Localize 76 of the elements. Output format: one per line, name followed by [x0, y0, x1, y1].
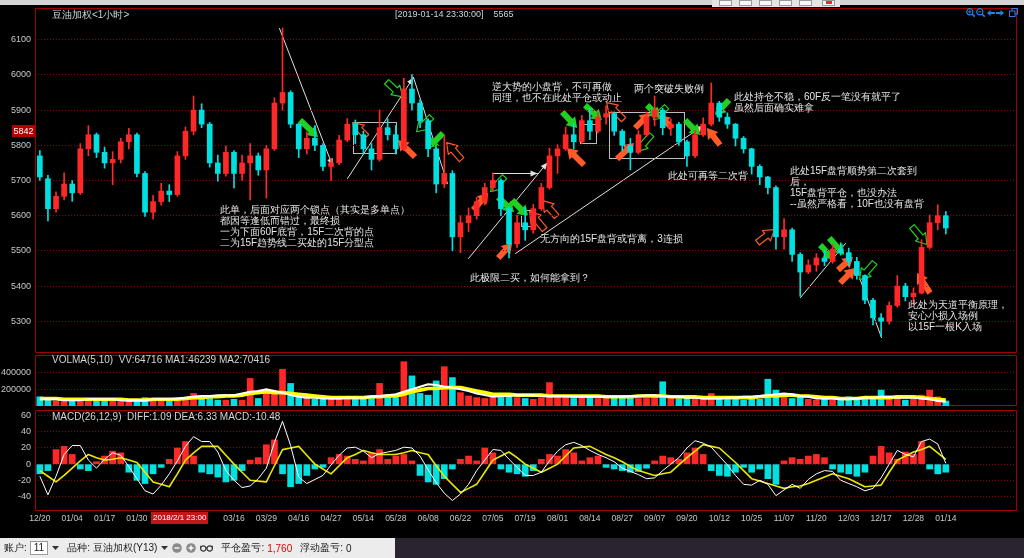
- y-tick-label: 5600: [10, 210, 31, 221]
- x-tick-label: 01/04: [61, 513, 84, 524]
- x-tick-label: 07/05: [482, 513, 504, 524]
- x-tick-label: 12/20: [29, 513, 51, 524]
- chart-title: MACD(26,12,9) DIFF:1.09 DEA:6.33 MACD:-10.48: [52, 410, 281, 422]
- annotation: 逆大势的小盘背，不可再做: [492, 81, 612, 92]
- x-tick-label: 12/17: [870, 513, 893, 524]
- text: 11: [29, 541, 49, 555]
- annotation: 此处15F盘背顺势第二次套到后，: [790, 165, 919, 187]
- text: 豆油加权(Y13): [92, 541, 158, 555]
- text: 平仓盈亏:: [221, 541, 265, 555]
- annotation: 都因等逢低而错过，最终损: [220, 215, 340, 226]
- x-tick-label: 06/22: [449, 513, 472, 524]
- annotation: 无方向的15F盘背或背离，3连损: [540, 233, 683, 244]
- y-tick-label: 5800: [10, 139, 31, 150]
- text: 0: [346, 542, 352, 554]
- annotation: 安心小损入场例: [908, 310, 978, 321]
- text: 1,760: [267, 542, 293, 554]
- annotation: 虽然后面确实难拿: [734, 102, 814, 113]
- x-tick-label: 05/14: [352, 513, 375, 524]
- annotation: 此单，后面对应两个锁点（其实是多单点）: [220, 204, 410, 215]
- x-tick-label: 01/17: [93, 513, 116, 524]
- y-tick-label: 6100: [10, 34, 31, 45]
- x-tick-label: 12/03: [838, 513, 860, 524]
- y-tick-label: 5900: [10, 104, 31, 115]
- text: 品种:: [67, 541, 90, 555]
- annotation: 二为15F趋势线二买处的15F分型点: [220, 237, 375, 248]
- annotation: 15F盘背平仓，也没办法: [790, 187, 898, 198]
- x-tick-label: 10/12: [708, 513, 731, 524]
- annotation: 此极限二买，如何能拿到？: [470, 272, 590, 283]
- x-tick-label: 10/25: [741, 513, 763, 524]
- x-tick-label: 04/27: [320, 513, 342, 524]
- annotation: 5842: [12, 124, 35, 137]
- chart-title: VOLMA(5,10) VV:64716 MA1:46239 MA2:70416: [52, 353, 271, 365]
- annotation: 以15F一根K入场: [908, 321, 982, 332]
- y-tick-label: 5500: [10, 245, 31, 256]
- y-tick-label: -20: [17, 474, 31, 485]
- y-tick-label: 0: [25, 458, 31, 469]
- x-tick-label: 03/29: [255, 513, 278, 524]
- y-tick-label: 5700: [10, 174, 31, 185]
- annotation: 此处持仓不稳，60F反一笔没有就平了: [734, 91, 902, 102]
- chart-subtitle: [2019-01-14 23:30:00] 5565: [395, 9, 514, 20]
- text: 账户:: [4, 541, 27, 555]
- annotation: --虽然严格看，10F也没有盘背: [790, 198, 924, 209]
- x-tick-label: 11/20: [806, 513, 827, 524]
- text: 2018/2/1 23:00: [151, 512, 209, 524]
- x-tick-label: 09/20: [676, 513, 698, 524]
- x-tick-label: 01/14: [935, 513, 957, 524]
- x-tick-label: 08/14: [579, 513, 601, 524]
- x-tick-label: 03/16: [223, 513, 245, 524]
- x-tick-label: 05/28: [385, 513, 407, 524]
- x-tick-label: 01/30: [126, 513, 148, 524]
- y-tick-label: 5400: [10, 280, 31, 291]
- annotation: 此处可再等二次背: [668, 170, 748, 181]
- annotation: 一为下面60F底背，15F二次背的点: [220, 226, 375, 237]
- x-tick-label: 11/07: [773, 513, 795, 524]
- annotation: 此处为天道平衡原理，: [908, 299, 1008, 310]
- x-tick-label: 04/16: [288, 513, 310, 524]
- y-tick-label: 60: [20, 410, 31, 421]
- y-tick-label: 40: [20, 426, 31, 437]
- x-tick-label: 06/08: [417, 513, 440, 524]
- y-tick-label: -40: [17, 490, 31, 501]
- y-tick-label: 5300: [10, 315, 31, 326]
- chart-title: 豆油加权<1小时>: [52, 8, 130, 20]
- annotation: 两个突破失败例: [634, 83, 704, 94]
- x-tick-label: 08/01: [546, 513, 569, 524]
- y-tick-label: 400000: [0, 367, 31, 378]
- y-tick-label: 6000: [10, 69, 31, 80]
- x-tick-label: 12/28: [902, 513, 925, 524]
- text: 浮动盈亏:: [300, 541, 343, 555]
- y-tick-label: 200000: [0, 383, 31, 394]
- y-tick-label: 20: [20, 442, 31, 453]
- annotation: 同理，也不在此处平仓或动止: [492, 92, 622, 103]
- x-tick-label: 09/07: [643, 513, 666, 524]
- x-tick-label: 07/19: [514, 513, 537, 524]
- x-tick-label: 08/27: [611, 513, 634, 524]
